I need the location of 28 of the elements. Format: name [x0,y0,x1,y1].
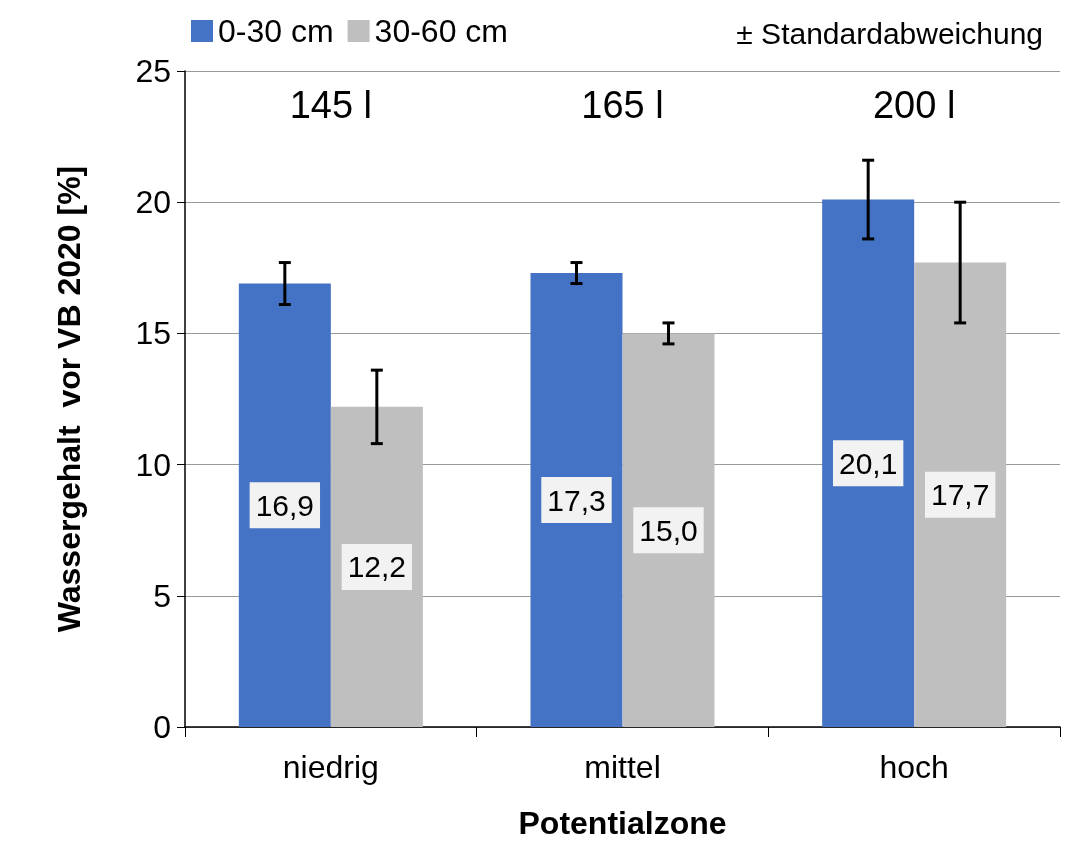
bar [622,333,715,727]
x-tick-label: niedrig [282,749,379,785]
x-tick-label: hoch [879,749,949,785]
bar [238,283,331,727]
y-tick-label: 0 [153,709,171,745]
bar [530,273,623,727]
text: ± Standardabweichung [736,16,1044,50]
y-axis-title: Wassergehalt vor VB 2020 [%] [51,165,87,633]
y-tick-label: 5 [153,577,171,614]
y-tick-label: 10 [135,446,171,483]
bar [914,262,1007,727]
y-tick-label: 15 [135,315,171,352]
x-tick-label: mittel [584,749,661,785]
bar [822,199,915,727]
data-label: 15,0 [639,513,698,547]
data-label: 20,1 [838,446,898,480]
legend-label: 30-60 cm [374,13,508,49]
annotation: 145 l [289,84,373,126]
annotation: 165 l [581,84,664,126]
y-tick-label: 20 [135,184,171,221]
data-label: 12,2 [347,550,407,584]
x-axis-title: Potentialzone [518,805,727,841]
data-label: 17,7 [930,478,990,512]
data-label: 17,3 [547,483,606,517]
legend-label: 0-30 cm [218,13,334,49]
annotation: 200 l [872,84,956,126]
data-label: 16,9 [255,488,315,522]
y-tick-label: 25 [135,53,171,89]
